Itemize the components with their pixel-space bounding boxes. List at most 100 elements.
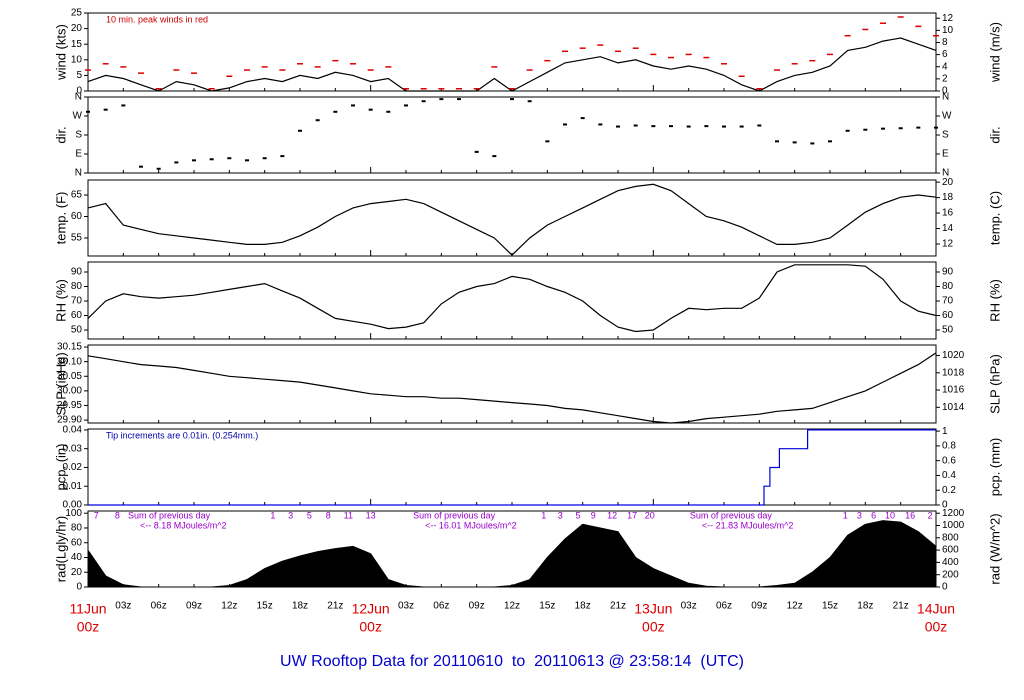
y2-tick-label: 0.4 [942, 470, 956, 481]
panel-frame [87, 428, 937, 506]
direction-point [245, 159, 249, 162]
peak-wind-mark [562, 50, 568, 53]
radiation-area [87, 520, 937, 588]
panel-frame [87, 261, 937, 340]
y2-tick-label: 0 [942, 500, 948, 511]
x-date-label: 11Jun [69, 601, 106, 617]
peak-wind-mark [933, 34, 939, 37]
hour-label: 20 [645, 510, 655, 520]
x-tick-label: 03z [681, 601, 697, 612]
y-tick-label: 60 [71, 310, 83, 321]
sum-label: Sum of previous day [690, 510, 773, 520]
y2-tick-label: 800 [942, 532, 959, 543]
direction-point [651, 125, 656, 128]
hour-label: 11 [344, 510, 353, 520]
y-tick-label: 30.00 [57, 386, 82, 397]
y2-tick-label: 6 [942, 49, 948, 60]
y2-tick-label: 4 [942, 61, 948, 72]
direction-point [386, 110, 391, 113]
direction-point [845, 129, 850, 132]
direction-point [686, 125, 691, 128]
hour-label: 1 [541, 510, 546, 520]
hour-label: 7 [94, 510, 99, 520]
y-axis-label: wind (kts) [53, 24, 68, 81]
y-tick-label: 30.10 [57, 356, 82, 367]
direction-point [457, 98, 461, 101]
peak-wind-mark [350, 63, 356, 65]
y2-axis-label: wind (m/s) [987, 22, 1002, 83]
direction-point [298, 129, 302, 132]
y-tick-label: 100 [65, 508, 82, 519]
direction-point [333, 110, 338, 113]
peak-wind-mark [597, 44, 604, 46]
step-line [88, 429, 936, 506]
direction-point [863, 128, 868, 131]
direction-point [156, 167, 161, 170]
sum-total: <-- 21.83 MJoules/m^2 [702, 520, 794, 530]
x-tick-label: 15z [822, 601, 838, 612]
peak-wind-mark [155, 88, 162, 90]
y-tick-label: 80 [71, 281, 83, 292]
direction-point [828, 140, 832, 143]
y2-tick-label: 90 [942, 267, 954, 278]
y-tick-label: 5 [76, 70, 82, 81]
direction-point [739, 125, 744, 128]
direction-point [598, 123, 603, 126]
panel-frame [87, 179, 937, 257]
direction-point [315, 119, 320, 122]
direction-point [121, 104, 126, 107]
peak-wind-mark [915, 25, 922, 28]
peak-wind-mark [279, 69, 286, 71]
hour-label: 3 [857, 510, 862, 520]
direction-point [810, 142, 815, 145]
x-date-time: 00z [359, 619, 382, 635]
y2-tick-label: 1000 [942, 520, 965, 531]
peak-wind-mark [880, 22, 886, 24]
data-line [87, 37, 937, 92]
annotation: 10 min. peak winds in red [106, 14, 208, 24]
x-tick-label: 18z [857, 601, 873, 612]
peak-wind-mark [385, 66, 392, 68]
y-tick-label: 10 [71, 54, 83, 65]
hour-label: 2 [928, 510, 933, 520]
y2-tick-label: 8 [942, 37, 948, 48]
peak-wind-mark [491, 66, 498, 68]
y2-tick-label: 0.6 [942, 455, 956, 466]
y2-tick-label: 1016 [942, 385, 965, 396]
y2-axis-label: dir. [987, 126, 1002, 143]
peak-wind-mark [756, 88, 763, 90]
direction-point [280, 155, 285, 158]
y2-tick-label: 0 [942, 86, 948, 97]
x-tick-label: 15z [257, 601, 273, 612]
y2-axis-label: pcp. (mm) [987, 438, 1002, 497]
data-line [87, 183, 937, 256]
direction-point [563, 123, 567, 126]
y-axis-label: pcp. (in) [53, 444, 68, 491]
y-tick-label: 80 [71, 523, 83, 534]
y2-tick-label: 200 [942, 569, 959, 580]
hour-label: 9 [591, 510, 596, 520]
direction-point [669, 125, 673, 128]
sum-total: <-- 16.01 MJoules/m^2 [425, 520, 517, 530]
y-tick-label: 29.95 [57, 400, 82, 411]
hour-label: 17 [627, 510, 637, 520]
data-line [87, 264, 937, 333]
direction-point [86, 110, 90, 113]
y-tick-label: 29.90 [57, 415, 82, 426]
x-date-label: 12Jun [352, 601, 390, 617]
peak-wind-mark [244, 69, 250, 71]
y2-tick-label: 1020 [942, 350, 965, 361]
annotation: Tip increments are 0.01in. (0.254mm.) [106, 430, 258, 440]
y-tick-label: 0 [76, 86, 82, 97]
x-tick-label: 12z [221, 601, 237, 612]
y-tick-label: 15 [71, 39, 83, 50]
hour-label: 1 [843, 510, 848, 520]
peak-wind-mark [738, 75, 745, 78]
y2-axis-label: temp. (C) [987, 191, 1002, 245]
sum-label: Sum of previous day [413, 510, 496, 520]
direction-point [881, 127, 885, 130]
y2-tick-label: 16 [942, 208, 954, 219]
y2-tick-label: 20 [942, 177, 954, 188]
peak-wind-mark [615, 50, 621, 53]
y-axis-label: temp. (F) [53, 192, 68, 245]
